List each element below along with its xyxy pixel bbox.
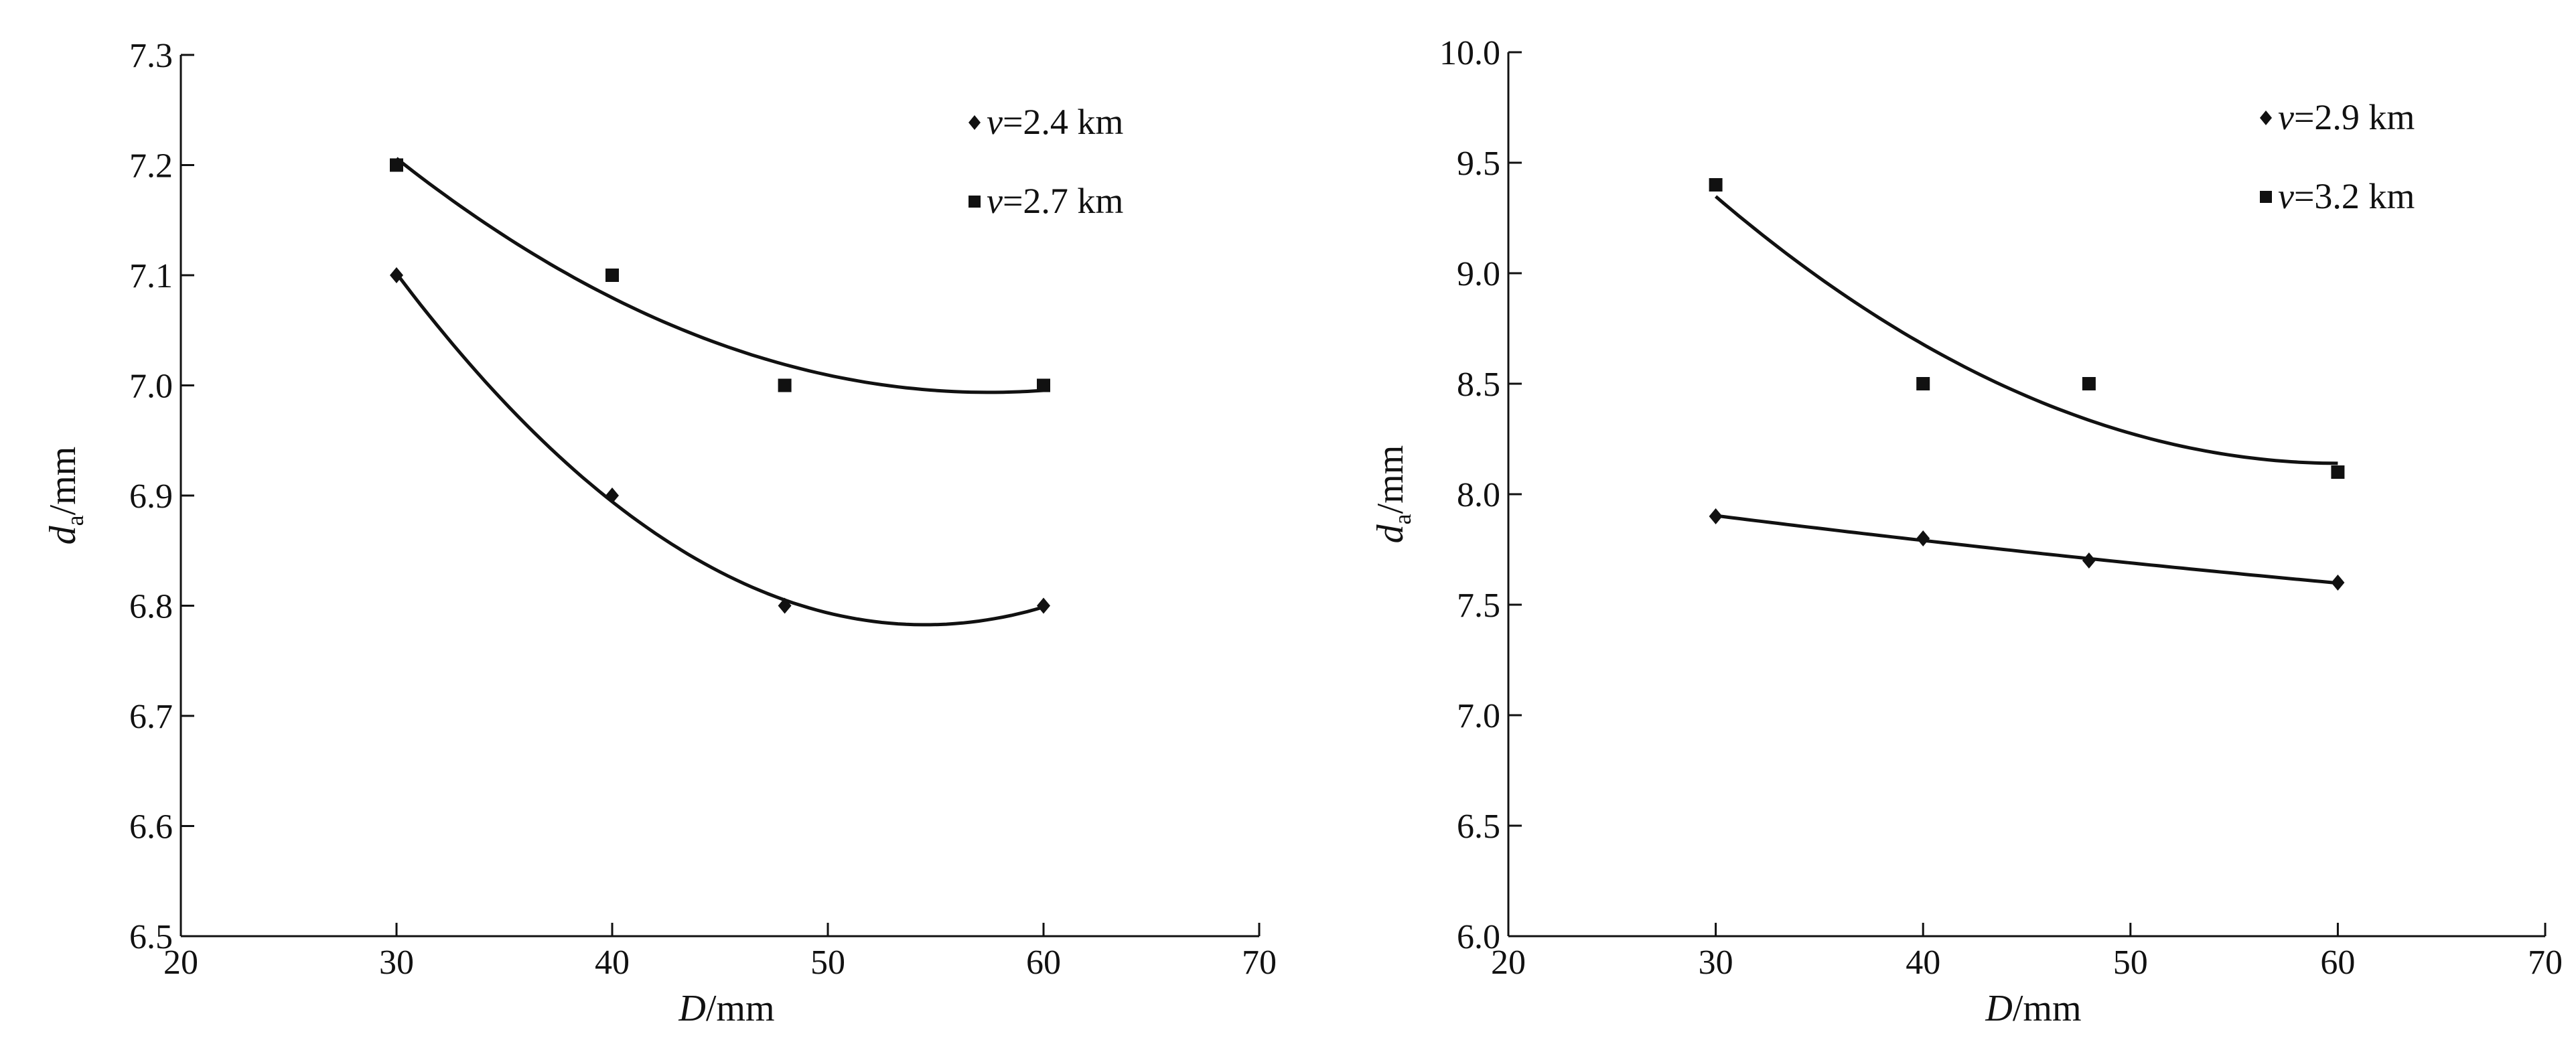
y-tick-label: 6.0	[1457, 918, 1500, 956]
data-point-diamond	[605, 488, 619, 504]
y-tick-label: 6.6	[129, 808, 173, 846]
data-point-diamond	[1709, 508, 1723, 524]
y-axis-title: da/mm	[42, 447, 88, 545]
x-tick-label: 40	[1906, 944, 1940, 982]
x-tick-label: 60	[2320, 944, 2355, 982]
data-point-diamond	[778, 597, 792, 614]
y-tick-label: 7.2	[129, 147, 173, 185]
y-tick-label: 8.5	[1457, 366, 1500, 404]
y-tick-label: 6.5	[1457, 808, 1500, 846]
data-point-diamond	[390, 267, 403, 283]
series-0: v=2.4 km	[390, 102, 1123, 627]
data-point-square	[1709, 178, 1723, 192]
legend-label: v=2.7 km	[987, 181, 1123, 221]
legend-marker-square	[969, 196, 981, 208]
legend-marker-diamond	[2260, 110, 2272, 125]
trendline	[395, 157, 1044, 394]
chart-right: 6.0 6.5 7.0 7.5 8.0 8.5 9.0 9.5 10.0 20 30 40 50 60 70…	[1370, 34, 2563, 1029]
y-tick-label: 8.0	[1457, 476, 1500, 514]
trendline	[1714, 195, 2338, 465]
x-tick-label: 30	[379, 944, 414, 982]
x-axis-title: D/mm	[678, 988, 774, 1029]
data-point-square	[1916, 377, 1930, 390]
y-axis-title: da/mm	[1370, 445, 1416, 544]
y-tick-label: 7.0	[129, 368, 173, 406]
x-tick-label: 40	[595, 944, 630, 982]
y-tick-label: 6.7	[129, 698, 173, 736]
legend-label: v=3.2 km	[2278, 176, 2415, 216]
data-point-square	[390, 158, 403, 172]
data-point-square	[1037, 378, 1050, 392]
legend-label: v=2.4 km	[987, 102, 1123, 142]
x-axis-title: D/mm	[1985, 988, 2081, 1029]
trendline	[1715, 514, 2338, 585]
x-tick-label: 30	[1699, 944, 1733, 982]
x-tick-label: 20	[1491, 944, 1526, 982]
data-point-diamond	[1037, 597, 1050, 614]
trendline	[395, 272, 1044, 627]
y-tick-label: 7.3	[129, 37, 173, 75]
x-tick-label: 50	[2113, 944, 2148, 982]
y-tick-label: 9.5	[1457, 145, 1500, 183]
y-tick-label: 6.9	[129, 477, 173, 516]
y-tick-label: 6.8	[129, 588, 173, 626]
x-tick-label: 70	[2528, 944, 2563, 982]
y-tick-label: 7.5	[1457, 587, 1500, 625]
x-tick-label: 20	[163, 944, 198, 982]
data-point-square	[605, 269, 619, 282]
x-tick-label: 60	[1026, 944, 1061, 982]
series-1: v=2.7 km	[390, 157, 1123, 394]
legend-label: v=2.9 km	[2278, 97, 2415, 137]
y-tick-label: 10.0	[1439, 34, 1500, 72]
data-point-diamond	[2082, 552, 2096, 569]
y-tick-label: 7.1	[129, 257, 173, 295]
data-point-square	[778, 378, 792, 392]
x-tick-label: 50	[810, 944, 845, 982]
series-0: v=2.9 km	[1709, 97, 2415, 591]
data-point-diamond	[1916, 530, 1930, 546]
y-tick-label: 7.0	[1457, 697, 1500, 735]
data-point-square	[2082, 377, 2096, 390]
data-point-square	[2331, 465, 2345, 479]
y-tick-label: 6.5	[129, 918, 173, 956]
legend-marker-square	[2260, 191, 2272, 203]
series-1: v=3.2 km	[1709, 176, 2415, 479]
y-tick-label: 9.0	[1457, 255, 1500, 293]
chart-left: 6.5 6.6 6.7 6.8 6.9 7.0 7.1 7.2 7.3 20 30 40 50 60 70 D…	[42, 37, 1277, 1029]
data-point-diamond	[2331, 575, 2345, 591]
x-tick-label: 70	[1242, 944, 1277, 982]
legend-marker-diamond	[969, 115, 981, 130]
